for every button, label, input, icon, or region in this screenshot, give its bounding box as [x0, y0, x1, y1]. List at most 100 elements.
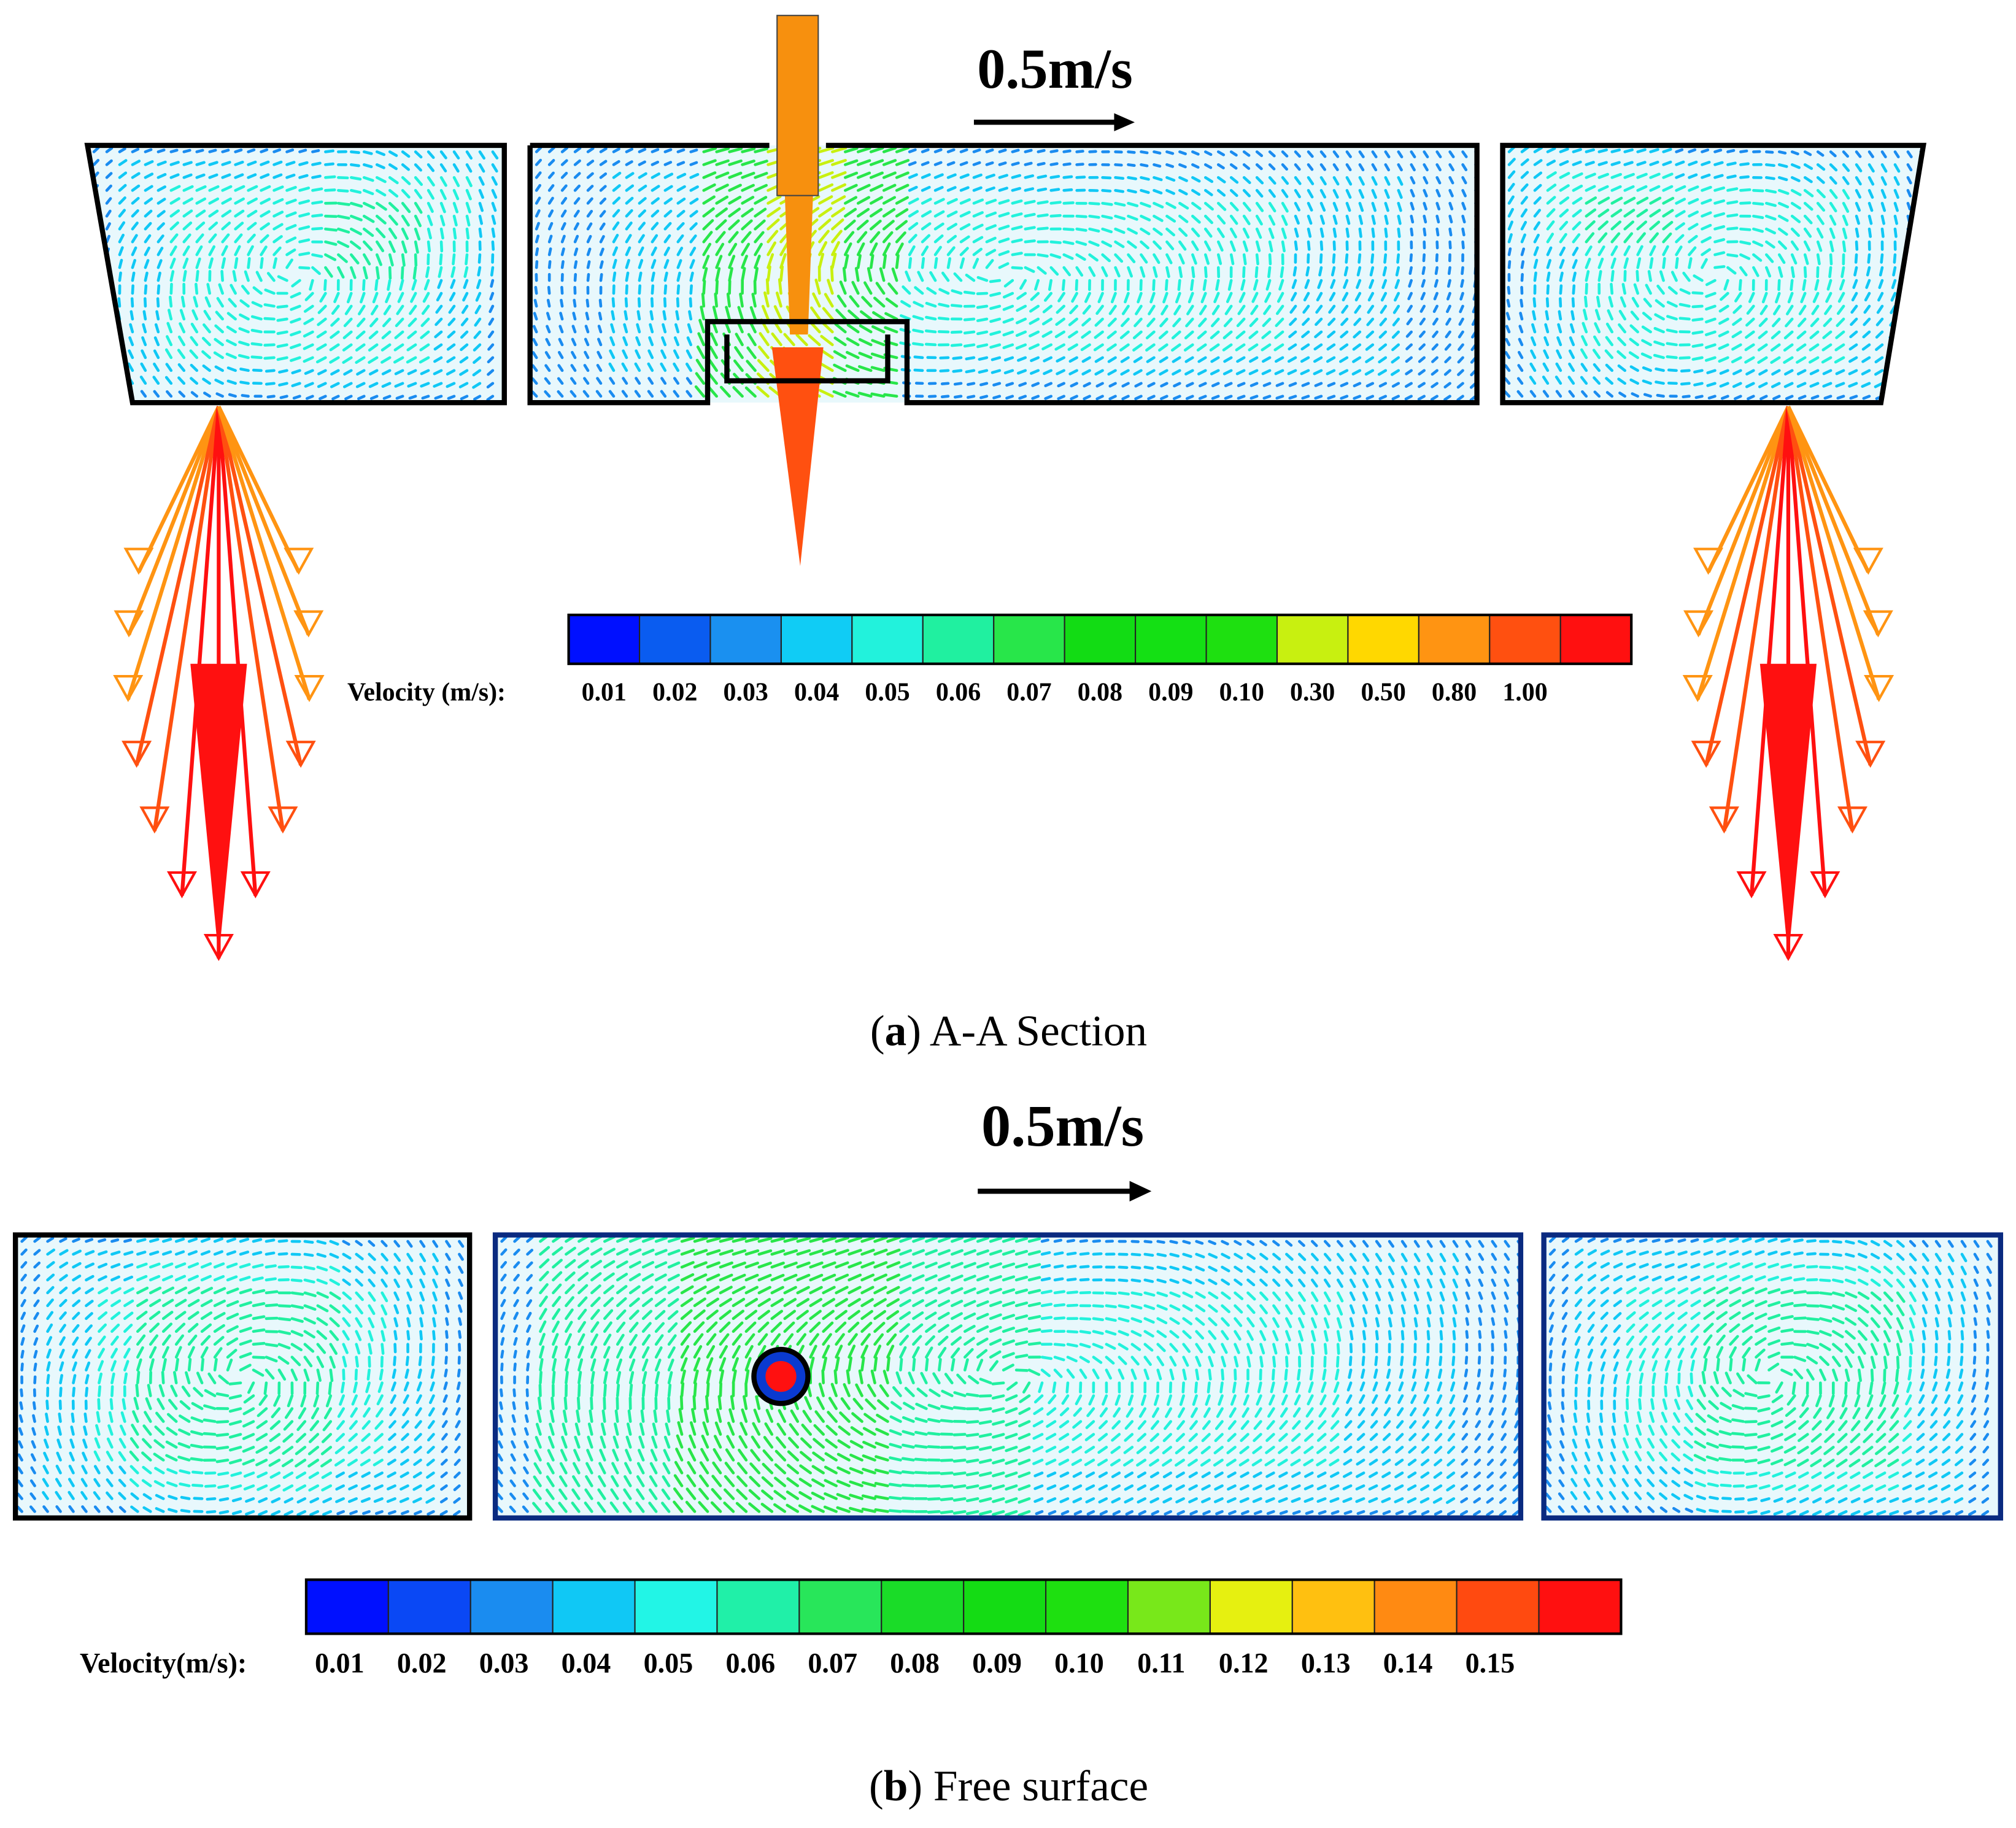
vector — [1292, 266, 1297, 277]
vector — [1005, 1433, 1018, 1440]
vector — [1630, 310, 1639, 321]
vector — [1221, 1265, 1230, 1273]
vector — [59, 1311, 67, 1321]
vector — [1597, 161, 1608, 166]
vector — [560, 184, 568, 192]
vector — [1369, 279, 1375, 289]
vector — [695, 358, 706, 372]
vector — [195, 185, 207, 192]
vector — [1559, 233, 1567, 244]
vector — [706, 1297, 719, 1308]
vector — [899, 1274, 912, 1282]
vector — [1162, 1446, 1172, 1454]
vector — [1283, 1381, 1288, 1394]
vector — [1745, 317, 1755, 327]
vector — [927, 1417, 941, 1423]
vector — [1191, 201, 1202, 210]
vector — [1367, 291, 1375, 302]
vector — [1491, 1265, 1497, 1274]
vector — [989, 1262, 1002, 1269]
vector — [72, 1249, 82, 1256]
vector — [1790, 188, 1802, 196]
vector — [732, 1357, 739, 1371]
vector — [1701, 173, 1711, 179]
vector — [608, 390, 616, 398]
vector — [1880, 163, 1888, 173]
vector — [1874, 369, 1884, 376]
vector — [454, 1459, 461, 1467]
vector — [538, 1383, 542, 1397]
vector — [822, 1261, 836, 1269]
vector — [908, 210, 919, 218]
vector — [325, 1394, 333, 1408]
vector — [1294, 201, 1301, 212]
vector — [131, 172, 141, 179]
vector — [535, 196, 541, 205]
vector — [1437, 1368, 1443, 1379]
vector — [1837, 291, 1845, 303]
vector — [511, 1414, 516, 1423]
vector — [526, 1236, 534, 1243]
vector — [1259, 1265, 1269, 1274]
vector — [98, 1335, 106, 1346]
vector — [414, 176, 423, 187]
vector — [1230, 1394, 1237, 1406]
vector — [1298, 1343, 1303, 1355]
vector — [1175, 1459, 1185, 1467]
vector — [1227, 279, 1233, 291]
vector — [1752, 214, 1764, 219]
vector — [1445, 330, 1451, 339]
vector — [628, 1383, 633, 1397]
vector — [89, 364, 96, 372]
vector — [560, 247, 565, 256]
vector — [667, 1346, 676, 1359]
vector — [676, 148, 686, 153]
vector — [963, 1262, 976, 1269]
vector — [1803, 240, 1811, 252]
vector — [215, 1433, 230, 1437]
vector — [959, 235, 970, 244]
vector — [560, 260, 565, 269]
vector — [1143, 1240, 1153, 1244]
vector — [1726, 187, 1739, 192]
vector — [1303, 1446, 1314, 1454]
vector — [933, 245, 942, 256]
vector — [362, 176, 374, 182]
vector — [978, 1433, 992, 1438]
vector — [214, 365, 224, 372]
vector — [342, 356, 353, 364]
vector — [1764, 214, 1777, 221]
vector — [427, 227, 432, 239]
vector — [1088, 227, 1100, 233]
vector — [272, 223, 284, 231]
vector — [1178, 214, 1189, 223]
vector — [590, 1284, 601, 1295]
vector — [1906, 176, 1912, 185]
vector — [110, 1299, 122, 1308]
vector — [1062, 253, 1074, 260]
vector — [535, 158, 543, 166]
vector — [1130, 1368, 1137, 1380]
vector — [59, 1361, 64, 1371]
vector — [1018, 395, 1027, 400]
vector — [1880, 150, 1887, 158]
vector — [287, 1394, 294, 1408]
vector — [667, 1371, 673, 1384]
vector — [1410, 176, 1416, 185]
vector — [1421, 266, 1426, 276]
vector — [573, 247, 579, 256]
vector — [389, 1407, 396, 1416]
vector — [536, 1410, 542, 1423]
vector — [625, 147, 634, 153]
vector — [651, 209, 660, 218]
vector — [985, 148, 994, 153]
vector — [1130, 1304, 1143, 1309]
vector — [110, 1311, 121, 1321]
vector — [1027, 1276, 1041, 1282]
vector — [767, 241, 777, 256]
vector — [587, 1435, 593, 1449]
vector — [1397, 1394, 1404, 1404]
vector — [1092, 1343, 1104, 1349]
vector — [1221, 1368, 1225, 1381]
vector — [1666, 315, 1678, 321]
